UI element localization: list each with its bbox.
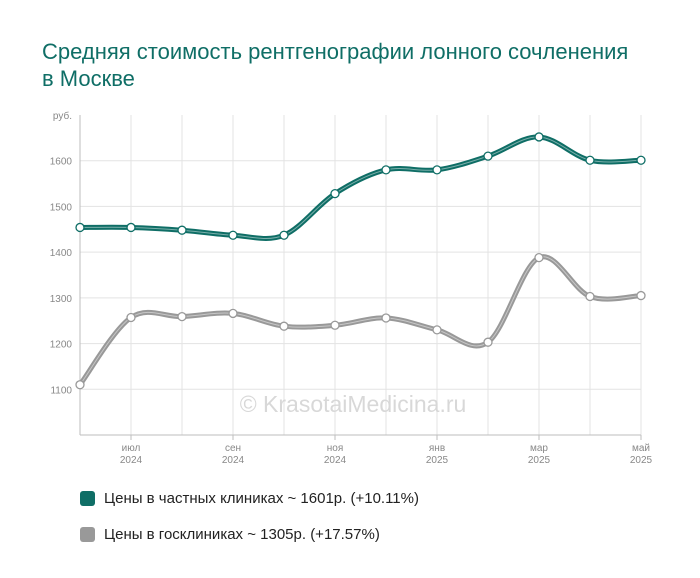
data-point-public [177, 311, 187, 322]
data-point-private [75, 222, 85, 233]
data-point-private [483, 151, 493, 161]
x-tick-label-year: 2025 [426, 455, 449, 466]
series-line-highlight [79, 136, 642, 239]
data-point-public [126, 312, 136, 323]
y-tick-label: 1300 [50, 294, 73, 305]
series-points [75, 132, 646, 390]
chart-title: Средняя стоимость рентгенографии лонного… [42, 39, 629, 91]
y-tick-label: 1100 [50, 385, 72, 396]
data-point-public [381, 313, 391, 323]
y-tick-label: 1400 [50, 248, 73, 259]
data-point-private [228, 230, 238, 240]
x-tick-label-month: мар [530, 443, 548, 454]
x-tick-label-month: июл [122, 443, 141, 454]
x-tick-label-year: 2025 [630, 455, 653, 466]
series-line-private [77, 134, 644, 241]
data-point-public [483, 337, 493, 347]
x-axis-ticks: июл2024сен2024ноя2024янв2025мар2025май20… [120, 435, 653, 466]
data-point-public [75, 380, 85, 390]
data-point-private [279, 230, 289, 240]
data-point-public [432, 325, 442, 335]
legend-item-private[interactable]: Цены в частных клиниках ~ 1601р. (+10.11… [80, 480, 419, 516]
data-point-public [534, 252, 544, 263]
data-point-public [228, 308, 238, 319]
data-point-public [279, 321, 289, 331]
data-point-private [585, 155, 595, 165]
y-tick-label: 1600 [50, 157, 73, 168]
data-point-private [381, 165, 391, 175]
legend-item-public[interactable]: Цены в госклиниках ~ 1305р. (+17.57%) [80, 516, 419, 552]
series-line-highlight [79, 256, 642, 386]
watermark: © KrasotaiMedicina.ru [240, 391, 467, 417]
y-axis-ticks: 1100 1200 1300 1400 1500 1600 [50, 157, 73, 397]
x-tick-label-month: янв [429, 443, 445, 454]
legend: Цены в частных клиниках ~ 1601р. (+10.11… [80, 480, 419, 552]
x-tick-label-year: 2024 [222, 455, 245, 466]
y-axis-unit: руб. [53, 110, 72, 122]
data-point-private [126, 222, 136, 233]
x-tick-label-month: ноя [327, 443, 344, 454]
chart-grid [79, 115, 642, 436]
y-tick-label: 1500 [50, 202, 73, 213]
y-tick-label: 1200 [50, 340, 73, 351]
data-point-private [432, 165, 442, 175]
x-tick-label-month: сен [225, 443, 241, 454]
series-lines [77, 134, 644, 388]
data-point-public [636, 290, 646, 301]
data-point-public [585, 291, 595, 302]
data-point-private [636, 155, 646, 165]
legend-label-public: Цены в госклиниках ~ 1305р. (+17.57%) [104, 525, 380, 543]
data-point-public [330, 320, 340, 330]
legend-swatch-private [80, 490, 95, 506]
legend-swatch-public [80, 526, 95, 542]
x-tick-label-year: 2025 [528, 455, 551, 466]
legend-label-private: Цены в частных клиниках ~ 1601р. (+10.11… [104, 489, 419, 507]
x-tick-label-year: 2024 [120, 455, 143, 466]
data-point-private [330, 188, 340, 199]
x-tick-label-year: 2024 [324, 455, 347, 466]
x-tick-label-month: май [632, 443, 650, 454]
data-point-private [177, 225, 187, 235]
data-point-private [534, 132, 544, 142]
